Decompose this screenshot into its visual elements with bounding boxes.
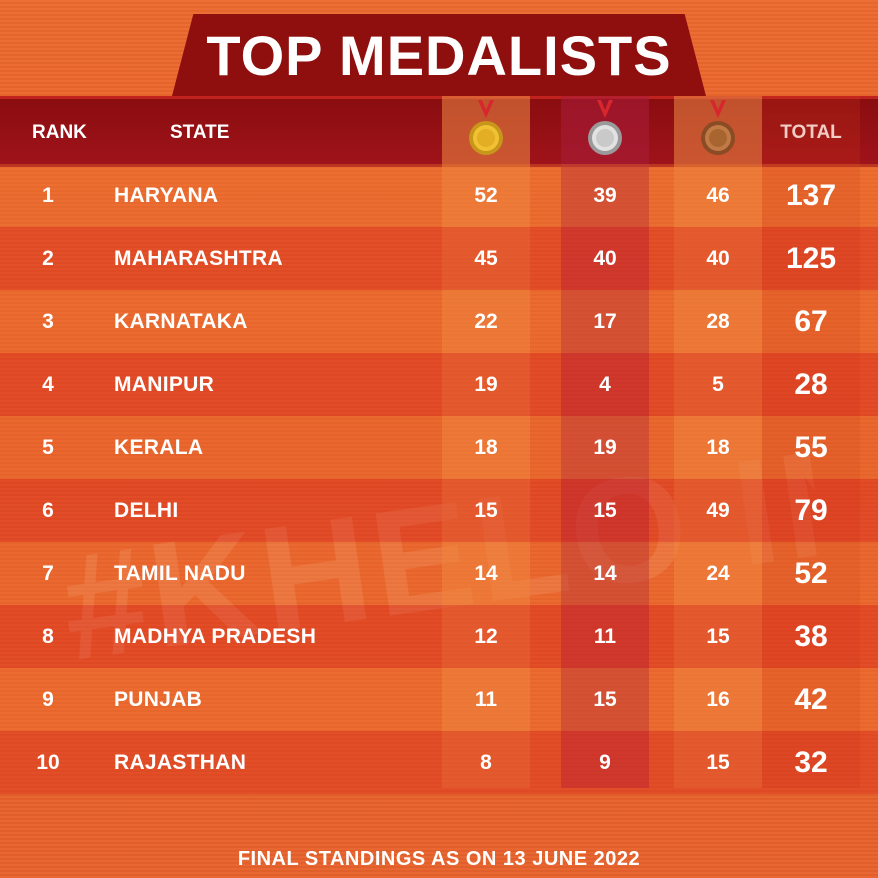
gold-cell: 12 — [474, 624, 498, 648]
rank-cell: 9 — [42, 687, 54, 711]
bronze-cell: 40 — [706, 246, 730, 270]
rank-cell: 4 — [42, 372, 54, 396]
state-cell: HARYANA — [114, 183, 219, 207]
gold-medal-icon — [469, 100, 503, 155]
bronze-cell: 15 — [706, 750, 730, 774]
table-row: 5 KERALA 18 19 18 55 — [0, 416, 878, 479]
silver-column-highlight — [561, 96, 649, 788]
state-cell: TAMIL NADU — [114, 561, 246, 585]
table-row: 3 KARNATAKA 22 17 28 67 — [0, 290, 878, 353]
bronze-cell: 16 — [706, 687, 730, 711]
gold-cell: 52 — [474, 183, 498, 207]
state-cell: DELHI — [114, 498, 179, 522]
total-column-highlight — [762, 96, 860, 788]
rank-cell: 8 — [42, 624, 54, 648]
table-row: 1 HARYANA 52 39 46 137 — [0, 164, 878, 227]
gold-cell: 18 — [474, 435, 498, 459]
state-cell: RAJASTHAN — [114, 750, 247, 774]
table-row: 10 RAJASTHAN 8 9 15 32 — [0, 731, 878, 794]
table-row: 7 TAMIL NADU 14 14 24 52 — [0, 542, 878, 605]
bronze-cell: 24 — [706, 561, 730, 585]
silver-cell: 17 — [593, 309, 617, 333]
silver-cell: 11 — [593, 624, 617, 648]
bronze-column-highlight — [674, 96, 762, 788]
table-row: 2 MAHARASHTRA 45 40 40 125 — [0, 227, 878, 290]
bronze-cell: 46 — [706, 183, 730, 207]
state-cell: MAHARASHTRA — [114, 246, 283, 270]
header-total: TOTAL — [780, 122, 842, 143]
silver-cell: 40 — [593, 246, 617, 270]
gold-cell: 19 — [474, 372, 498, 396]
silver-medal-icon — [588, 100, 622, 155]
state-cell: MADHYA PRADESH — [114, 624, 317, 648]
bronze-cell: 28 — [706, 309, 730, 333]
state-cell: PUNJAB — [114, 687, 203, 711]
bronze-cell: 49 — [706, 498, 730, 522]
table-row: 8 MADHYA PRADESH 12 11 15 38 — [0, 605, 878, 668]
table-row: 9 PUNJAB 11 15 16 42 — [0, 668, 878, 731]
gold-cell: 45 — [474, 246, 498, 270]
bronze-cell: 5 — [712, 372, 724, 396]
rank-cell: 7 — [42, 561, 54, 585]
bronze-medal-icon — [701, 100, 735, 155]
total-cell: 52 — [794, 556, 828, 590]
silver-cell: 9 — [599, 750, 611, 774]
rank-cell: 2 — [42, 246, 54, 270]
table-row: 4 MANIPUR 19 4 5 28 — [0, 353, 878, 416]
silver-cell: 19 — [593, 435, 617, 459]
page-title: TOP MEDALISTS — [206, 23, 672, 87]
state-cell: KERALA — [114, 435, 204, 459]
header-state: STATE — [170, 122, 230, 143]
total-cell: 32 — [794, 745, 828, 779]
footer-caption: FINAL STANDINGS AS ON 13 JUNE 2022 — [237, 847, 641, 870]
rank-cell: 10 — [36, 750, 60, 774]
total-cell: 28 — [794, 367, 828, 401]
gold-cell: 22 — [474, 309, 498, 333]
silver-cell: 15 — [593, 498, 617, 522]
silver-cell: 4 — [599, 372, 611, 396]
total-cell: 55 — [794, 430, 828, 464]
rank-cell: 6 — [42, 498, 54, 522]
header-rank: RANK — [32, 122, 87, 143]
bronze-cell: 15 — [706, 624, 730, 648]
silver-cell: 14 — [593, 561, 617, 585]
bronze-cell: 18 — [706, 435, 730, 459]
silver-cell: 15 — [593, 687, 617, 711]
state-cell: MANIPUR — [114, 372, 215, 396]
silver-cell: 39 — [593, 183, 617, 207]
gold-cell: 11 — [474, 687, 498, 711]
title-banner: TOP MEDALISTS — [172, 14, 706, 96]
rank-cell: 3 — [42, 309, 54, 333]
gold-cell: 8 — [480, 750, 492, 774]
total-cell: 38 — [794, 619, 828, 653]
rank-cell: 1 — [42, 183, 54, 207]
gold-column-highlight — [442, 96, 530, 788]
state-cell: KARNATAKA — [114, 309, 248, 333]
total-cell: 125 — [785, 241, 837, 275]
total-cell: 42 — [794, 682, 828, 716]
total-cell: 137 — [785, 178, 837, 212]
gold-cell: 15 — [474, 498, 498, 522]
table-row: 6 DELHI 15 15 49 79 — [0, 479, 878, 542]
rank-cell: 5 — [42, 435, 54, 459]
total-cell: 67 — [794, 304, 828, 338]
gold-cell: 14 — [474, 561, 498, 585]
total-cell: 79 — [794, 493, 828, 527]
